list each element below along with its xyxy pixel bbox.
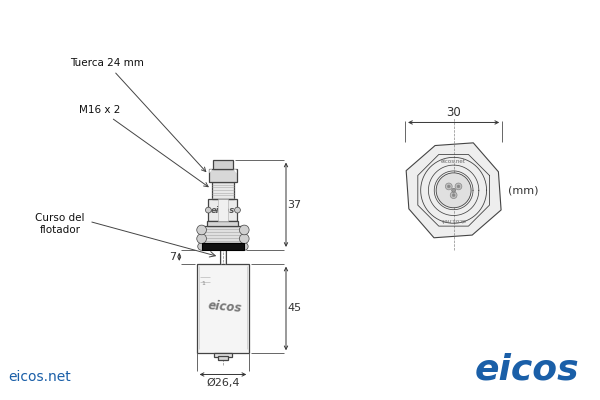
Circle shape (450, 192, 457, 198)
Text: Ø26,4: Ø26,4 (206, 378, 239, 388)
Circle shape (197, 234, 206, 244)
Bar (213, 160, 233, 169)
Text: 45: 45 (287, 304, 302, 314)
Circle shape (197, 225, 206, 235)
Text: 30: 30 (446, 106, 461, 119)
Circle shape (235, 207, 241, 213)
Bar (209, 169, 236, 182)
Bar (218, 356, 228, 360)
Text: eicos: eicos (208, 299, 242, 315)
Bar (202, 243, 244, 250)
Circle shape (239, 225, 249, 235)
Bar (208, 200, 238, 221)
Bar (212, 182, 233, 200)
Text: Tuerca 24 mm: Tuerca 24 mm (70, 58, 206, 172)
Circle shape (445, 183, 452, 190)
Circle shape (452, 194, 455, 197)
Circle shape (241, 242, 248, 250)
Text: eicos: eicos (475, 352, 580, 386)
Circle shape (239, 234, 249, 244)
Circle shape (452, 188, 455, 192)
Text: eicos.net: eicos.net (8, 370, 71, 384)
Text: Curso del
flotador: Curso del flotador (35, 214, 85, 235)
Bar (214, 353, 232, 357)
Text: (mm): (mm) (508, 185, 539, 195)
Circle shape (455, 183, 462, 190)
Polygon shape (233, 169, 236, 173)
Text: 37: 37 (287, 200, 302, 210)
Circle shape (205, 207, 211, 213)
Bar (197, 264, 249, 353)
Polygon shape (406, 143, 501, 238)
Text: eicos: eicos (211, 206, 235, 214)
Circle shape (436, 173, 471, 208)
Polygon shape (209, 169, 212, 173)
Text: eicos.net: eicos.net (441, 217, 466, 222)
Circle shape (457, 185, 460, 188)
Text: 7: 7 (169, 252, 176, 262)
Text: eicos.net: eicos.net (441, 159, 466, 164)
Bar (202, 226, 244, 243)
Bar (218, 200, 228, 221)
Text: M16 x 2: M16 x 2 (79, 105, 208, 187)
Circle shape (448, 185, 450, 188)
Circle shape (198, 242, 205, 250)
Text: 1: 1 (202, 281, 205, 286)
Bar (208, 221, 238, 226)
